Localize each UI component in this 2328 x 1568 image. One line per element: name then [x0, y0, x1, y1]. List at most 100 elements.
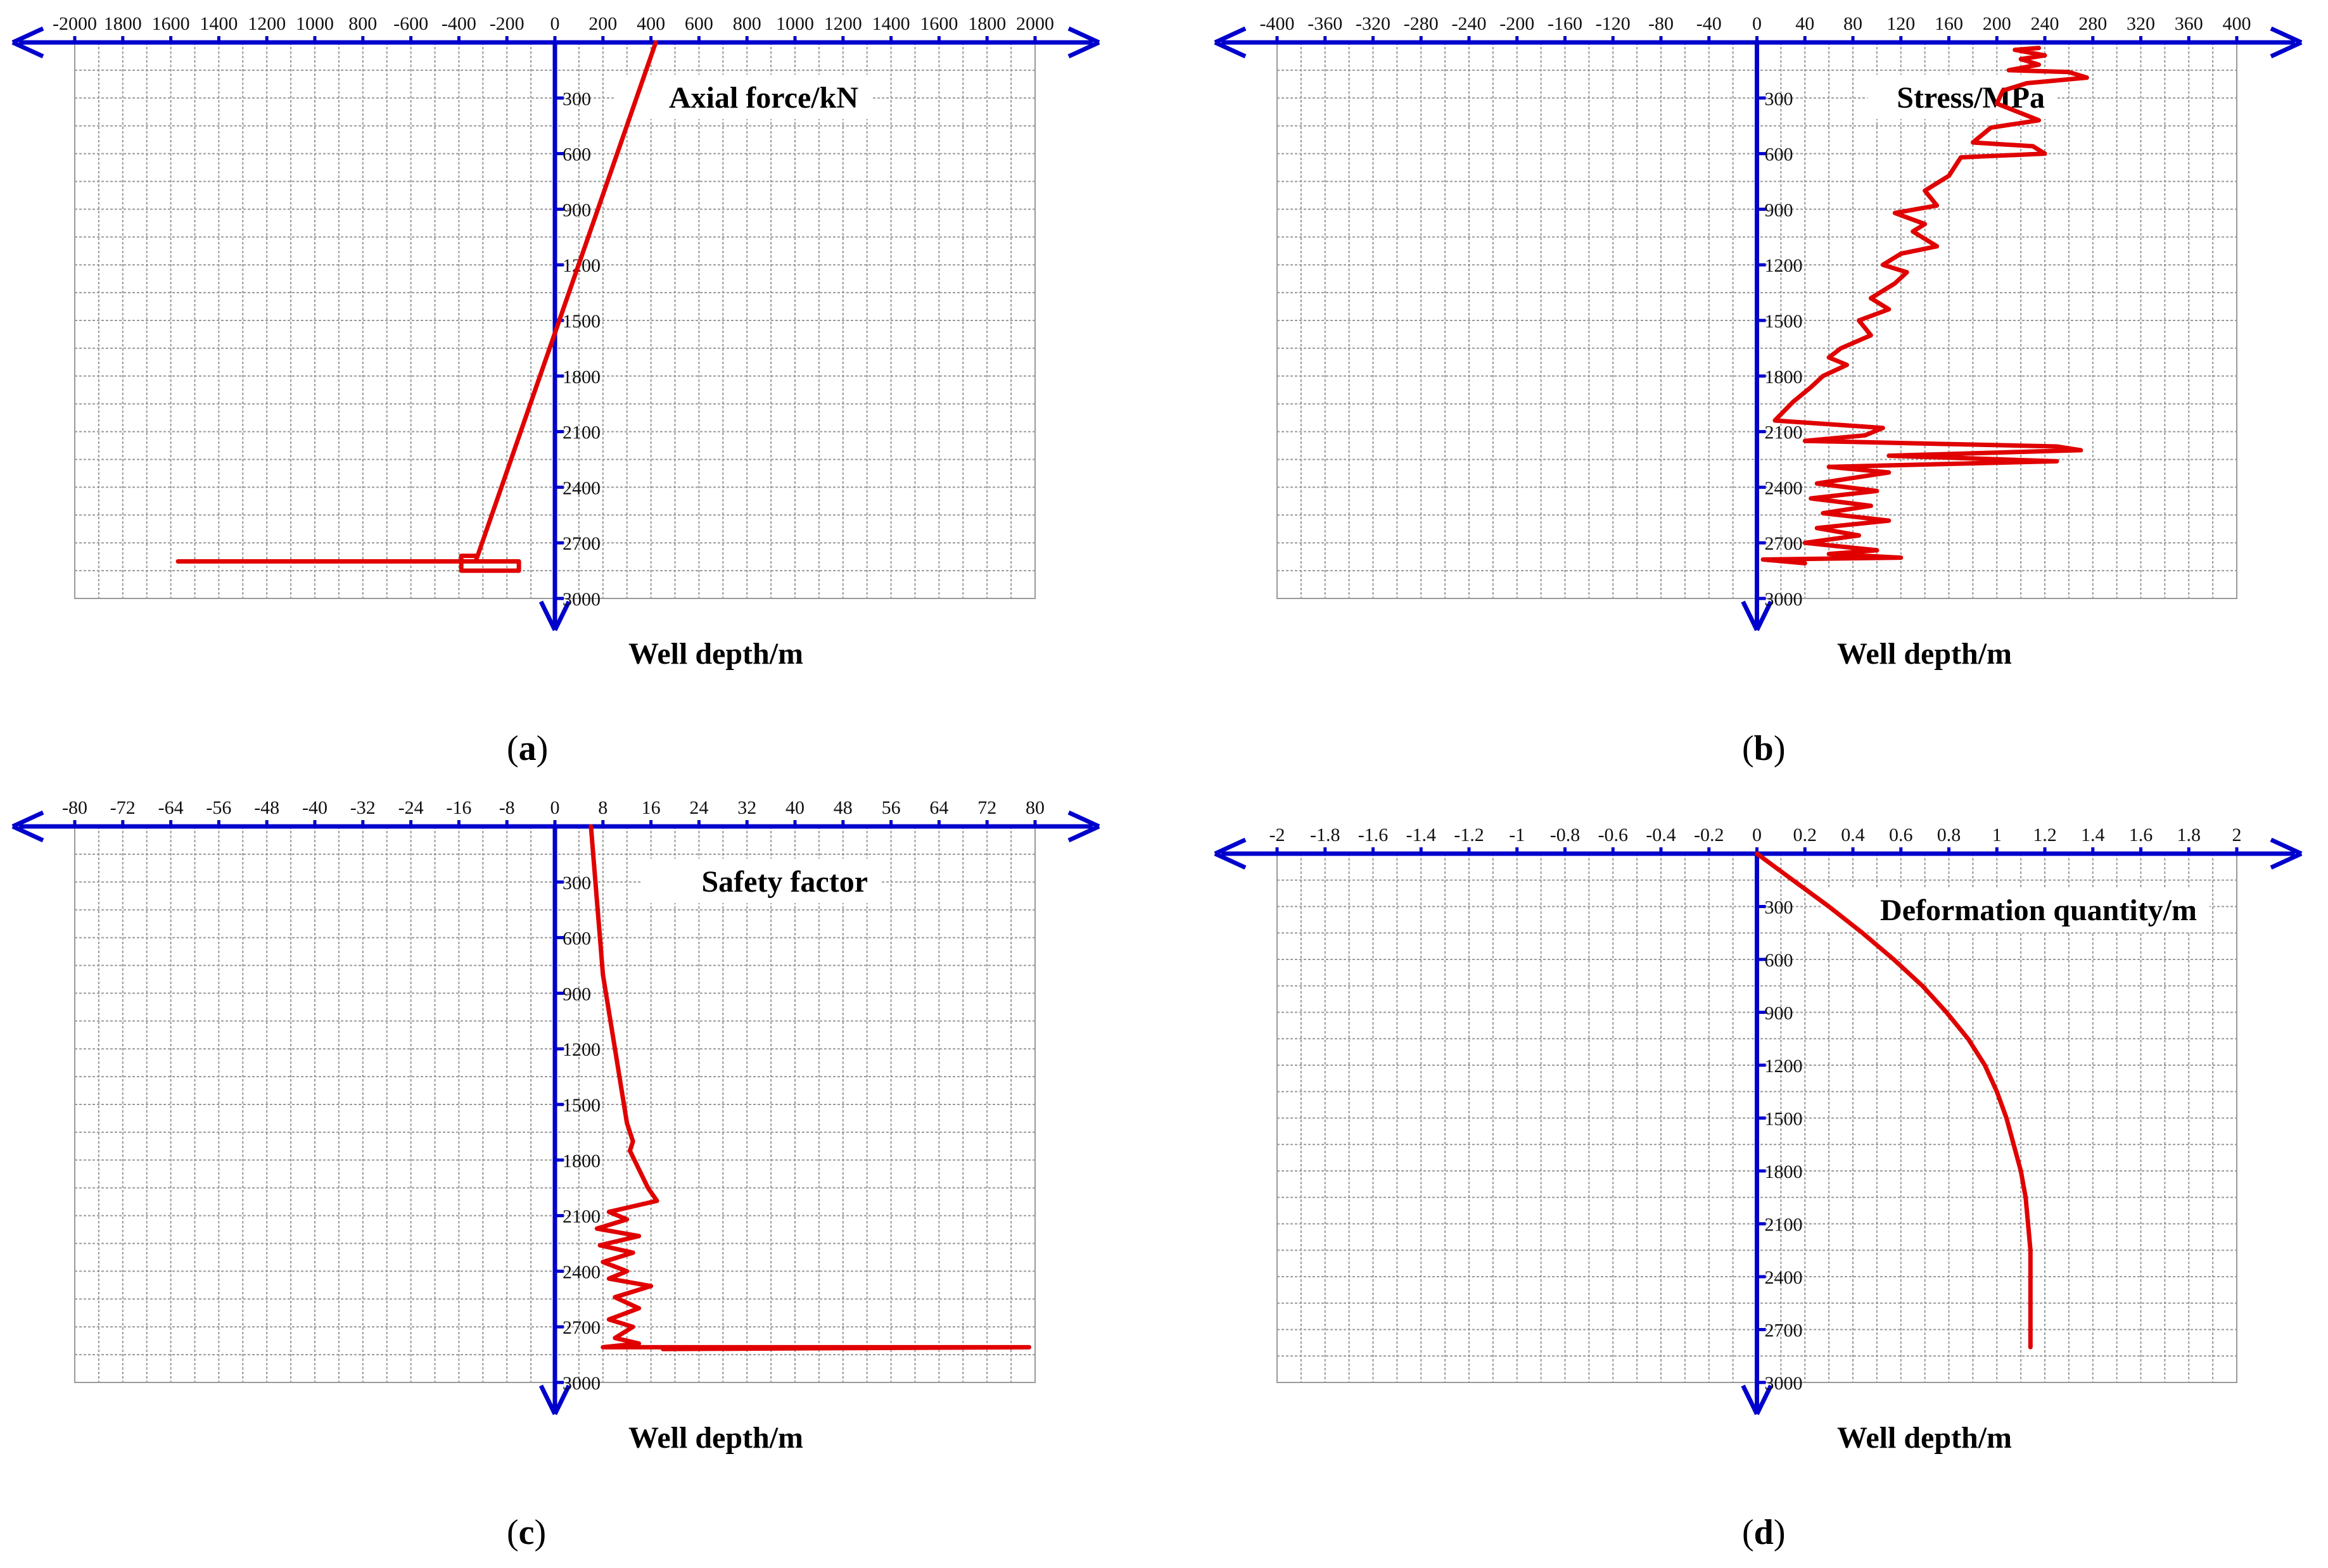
y-tick-label-2700: 2700	[1765, 533, 1803, 554]
safety-factor-chart: Safety factor-80 -72 -64 -56 -48 -40 -32 -24 -16…	[11, 797, 1100, 1455]
x-tick-label-64: -64	[158, 797, 184, 818]
y-tick-label-2400: 2400	[1765, 1267, 1803, 1288]
x-tick-label-1800: 1800	[968, 13, 1006, 34]
x-tick-label-40: -40	[1696, 13, 1722, 34]
x-tick-label-40: -40	[302, 797, 328, 818]
x-tick-label-1000: 1000	[296, 13, 334, 34]
x-tick-label-400: 400	[2223, 13, 2251, 34]
y-tick-label-300: 300	[563, 873, 591, 894]
x-tick-label-120: -120	[1596, 13, 1631, 34]
x-tick-label-280: 280	[2078, 13, 2107, 34]
y-tick-label-1800: 1800	[563, 367, 601, 388]
x-tick-label-0-2: -0.2	[1694, 825, 1724, 845]
x-tick-label-8: 8	[598, 797, 607, 818]
panel-c: Safety factor -80 -72 -64 -56 -48 -40 -32 -24 -16…	[0, 784, 1164, 1568]
x-tick-label-320: -320	[1356, 13, 1390, 34]
y-axis-down-arrow	[1741, 600, 1773, 631]
x-tick-label-56: -56	[206, 797, 231, 818]
panel-b: Stress/MPa -400 -360 -320 -280 -240 -200 -160 -1…	[1164, 0, 2328, 784]
y-tick-label-300: 300	[563, 89, 591, 110]
x-tick-label-240: 240	[2031, 13, 2059, 34]
y-tick-label-1500: 1500	[1765, 1109, 1803, 1130]
x-tick-label-120: 120	[1886, 13, 1915, 34]
series-line-0	[588, 824, 1031, 1351]
x-tick-label-400: -400	[442, 13, 476, 34]
x-tick-label-16: 16	[642, 797, 661, 818]
y-tick-label-3000: 3000	[563, 589, 601, 610]
x-axis-right-arrow	[2270, 837, 2303, 870]
x-tick-label-8: -8	[499, 797, 515, 818]
y-tick-label-1200: 1200	[1765, 255, 1803, 276]
x-tick-label-600: -600	[393, 13, 428, 34]
x-tick-label-400: 400	[637, 13, 665, 34]
x-axis-left-arrow	[1214, 26, 1247, 59]
y-tick-label-1500: 1500	[563, 311, 601, 332]
x-axis-left-arrow	[11, 26, 44, 59]
panel-d: Deformation quantity/m -2 -1.8 -1.6 -1.4 -1.2…	[1164, 784, 2328, 1568]
x-tick-label-16: -16	[446, 797, 471, 818]
x-tick-label-1-8: 1.8	[2177, 825, 2201, 845]
x-tick-label-0-2: 0.2	[1793, 825, 1817, 845]
panel-label-c: (c)	[507, 1513, 547, 1552]
y-tick-label-300: 300	[1765, 89, 1793, 110]
y-tick-label-1500: 1500	[1765, 311, 1803, 332]
x-axis-right-arrow	[1067, 810, 1100, 843]
y-tick-label-2100: 2100	[1765, 422, 1803, 443]
x-tick-label-400: -400	[1260, 13, 1295, 34]
x-tick-label-360: 360	[2175, 13, 2203, 34]
title-background	[641, 859, 881, 903]
x-tick-label-32: 32	[737, 797, 756, 818]
y-tick-label-2700: 2700	[563, 533, 601, 554]
x-tick-label-80: 80	[1026, 797, 1045, 818]
x-tick-label-24: -24	[398, 797, 424, 818]
x-tick-label-2: -2	[1269, 825, 1285, 845]
x-tick-label-1: 1	[1992, 825, 2002, 845]
x-tick-label-1400: 1400	[200, 13, 238, 34]
y-tick-label-600: 600	[1765, 144, 1793, 165]
y-tick-label-300: 300	[1765, 897, 1793, 918]
x-tick-label-32: -32	[350, 797, 376, 818]
x-tick-label-80: -80	[1648, 13, 1674, 34]
x-tick-label-48: 48	[834, 797, 853, 818]
x-tick-label-280: -280	[1404, 13, 1439, 34]
x-tick-label-1200: 1200	[248, 13, 286, 34]
y-tick-label-900: 900	[563, 199, 591, 220]
x-tick-label-800: 800	[348, 13, 377, 34]
title-background	[1822, 887, 2210, 932]
x-tick-label-56: 56	[882, 797, 901, 818]
x-tick-label-1800: 1800	[104, 13, 142, 34]
x-tick-label-1-4: -1.4	[1406, 825, 1437, 845]
grid	[1276, 853, 2237, 1383]
x-tick-label-1-6: -1.6	[1358, 825, 1389, 845]
x-tick-label-0-4: 0.4	[1841, 825, 1865, 845]
x-tick-label-80: -80	[62, 797, 87, 818]
x-tick-label-1200: 1200	[824, 13, 862, 34]
axes	[11, 810, 1100, 1415]
x-tick-label-2000: -2000	[53, 13, 97, 34]
x-tick-label-2: 2	[2232, 825, 2242, 845]
chart-title: Axial force/kN	[669, 81, 858, 115]
x-tick-label-0-8: -0.8	[1550, 825, 1581, 845]
x-tick-label-0: 0	[1752, 825, 1762, 845]
stress-chart: Stress/MPa-400 -360 -320 -280 -240 -200 -160 -1…	[1214, 13, 2303, 671]
x-tick-labels: -2 -1.8 -1.6 -1.4 -1.2 -1 -0.8 -0.6 -0.4 -0.2 0 0.2…	[1269, 825, 2242, 845]
y-tick-label-2700: 2700	[563, 1317, 601, 1338]
series-line-0	[1760, 46, 2089, 566]
y-axis-down-arrow	[538, 600, 571, 631]
series-line-0	[1755, 851, 2033, 1350]
y-tick-label-3000: 3000	[1765, 1373, 1803, 1394]
y-tick-label-600: 600	[1765, 950, 1793, 971]
x-tick-label-1-2: 1.2	[2033, 825, 2057, 845]
x-tick-label-40: 40	[1795, 13, 1814, 34]
title-background	[615, 75, 871, 119]
x-tick-label-200: 200	[1983, 13, 2011, 34]
x-axis-right-arrow	[2270, 26, 2303, 59]
x-tick-label-200: 200	[588, 13, 617, 34]
x-tick-label-0: 0	[1752, 13, 1762, 34]
panel-a: Axial force/kN -2000 1800 1600 1400 1200 1000 8…	[0, 0, 1164, 784]
y-axis-label: Well depth/m	[628, 637, 803, 671]
y-tick-label-3000: 3000	[563, 1373, 601, 1394]
x-tick-label-2000: 2000	[1016, 13, 1054, 34]
